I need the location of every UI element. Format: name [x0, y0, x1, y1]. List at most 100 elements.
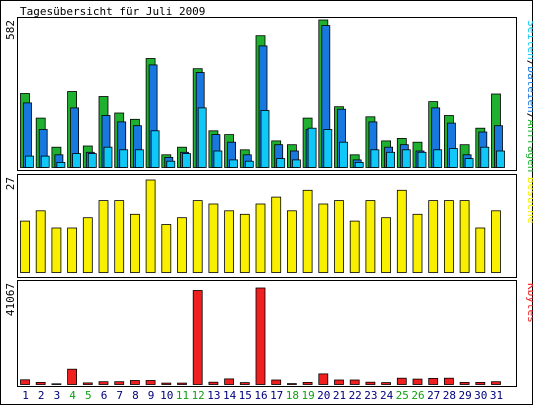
kbytes-bar [129, 380, 140, 385]
day-label: 12 [192, 389, 205, 402]
day-label: 21 [333, 389, 346, 402]
seiten-bar [354, 161, 364, 168]
day-label: 29 [458, 389, 471, 402]
kbytes-bar [224, 378, 235, 385]
besuche-bar [349, 220, 360, 273]
kbytes-bar [98, 381, 109, 385]
besuche-bar [239, 213, 250, 273]
seiten-bar [433, 149, 443, 168]
kbytes-bar [334, 379, 344, 385]
kbytes-bar [177, 382, 187, 385]
seiten-bar [87, 153, 97, 168]
seiten-bar [72, 153, 81, 168]
chart-title: Tagesübersicht für Juli 2009 [20, 5, 205, 18]
day-label: 28 [443, 389, 456, 402]
seiten-bar [276, 158, 286, 168]
besuche-bar [98, 200, 109, 273]
day-label: 7 [116, 389, 123, 402]
day-label: 3 [54, 389, 61, 402]
visits-bars [20, 179, 501, 273]
kbytes-bar [255, 287, 266, 385]
kbytes-bar [192, 290, 203, 385]
day-label: 20 [317, 389, 330, 402]
kbytes-legend: Kbytes [525, 283, 533, 323]
besuche-bar [67, 227, 77, 273]
seiten-bar [260, 110, 270, 168]
seiten-bar [134, 149, 144, 168]
legend-entry: Besuche [525, 177, 533, 223]
seiten-bar [40, 155, 50, 168]
besuche-bar [365, 200, 376, 273]
day-label: 11 [176, 389, 189, 402]
day-label: 19 [301, 389, 314, 402]
kbytes-bar [381, 382, 392, 385]
besuche-bar [114, 200, 125, 273]
seiten-bar [480, 146, 490, 168]
besuche-bar [224, 210, 235, 273]
seiten-bar [182, 153, 191, 168]
kbytes-bars [20, 287, 501, 385]
day-label: 14 [223, 389, 237, 402]
kbytes-bar [428, 377, 439, 385]
besuche-bar [443, 200, 454, 273]
kbytes-bar [161, 382, 172, 385]
seiten-bar [229, 159, 239, 168]
kbytes-bar [459, 381, 470, 385]
besuche-bar [20, 220, 30, 273]
seiten-bar [213, 150, 223, 168]
day-label: 27 [427, 389, 440, 402]
besuche-bar [35, 210, 46, 273]
day-label: 6 [101, 389, 108, 402]
besuche-bar [129, 213, 140, 273]
kbytes-bar [396, 377, 407, 385]
day-label: 1 [22, 389, 29, 402]
kbytes-bar [318, 373, 329, 385]
hits-legend: Seiten/Dateien/Anfragen [525, 20, 533, 172]
kbytes-bar [20, 379, 30, 385]
kbytes-bar [412, 378, 423, 385]
seiten-bar [401, 149, 411, 168]
seiten-bar [150, 130, 160, 168]
kbytes-ymax-label: 41067 [4, 283, 17, 316]
day-label: 24 [380, 389, 394, 402]
besuche-bar [396, 189, 407, 273]
day-label: 18 [286, 389, 299, 402]
besuche-bar [381, 217, 392, 273]
seiten-bar [496, 150, 505, 168]
besuche-bar [255, 203, 266, 273]
kbytes-bar [82, 382, 93, 385]
kbytes-bar [443, 377, 454, 385]
day-label: 17 [270, 389, 283, 402]
seiten-bar [291, 159, 301, 168]
seiten-bar [307, 127, 317, 168]
seiten-bar [417, 151, 427, 168]
day-label: 8 [132, 389, 139, 402]
day-label: 9 [148, 389, 155, 402]
kbytes-bar [35, 381, 46, 385]
besuche-bar [161, 224, 172, 273]
seiten-bar [339, 141, 348, 168]
besuche-bar [51, 227, 62, 273]
kbytes-bar [51, 383, 62, 385]
besuche-bar [428, 200, 439, 273]
visits-ymax-label: 27 [4, 177, 17, 190]
kbytes-bar [302, 381, 313, 385]
day-label: 30 [474, 389, 487, 402]
day-label: 10 [160, 389, 173, 402]
day-label: 31 [490, 389, 503, 402]
legend-entry: Seiten [525, 20, 533, 60]
legend-entry: Kbytes [525, 283, 533, 323]
besuche-bar [145, 179, 156, 273]
besuche-bar [491, 210, 501, 273]
besuche-bar [318, 203, 329, 273]
hits-bars [20, 19, 505, 168]
seiten-bar [370, 149, 380, 168]
kbytes-bar [67, 368, 77, 385]
besuche-bar [208, 203, 219, 273]
day-labels: 1 2 3 4 5 6 7 8 9 10 11 12 13 14 15 16 17 18 19 20 21 22 23 24 2… [22, 389, 503, 402]
seiten-bar [386, 151, 396, 168]
seiten-bar [244, 160, 254, 168]
kbytes-bar [491, 381, 501, 385]
kbytes-bar [349, 379, 360, 385]
kbytes-bar [239, 382, 250, 385]
